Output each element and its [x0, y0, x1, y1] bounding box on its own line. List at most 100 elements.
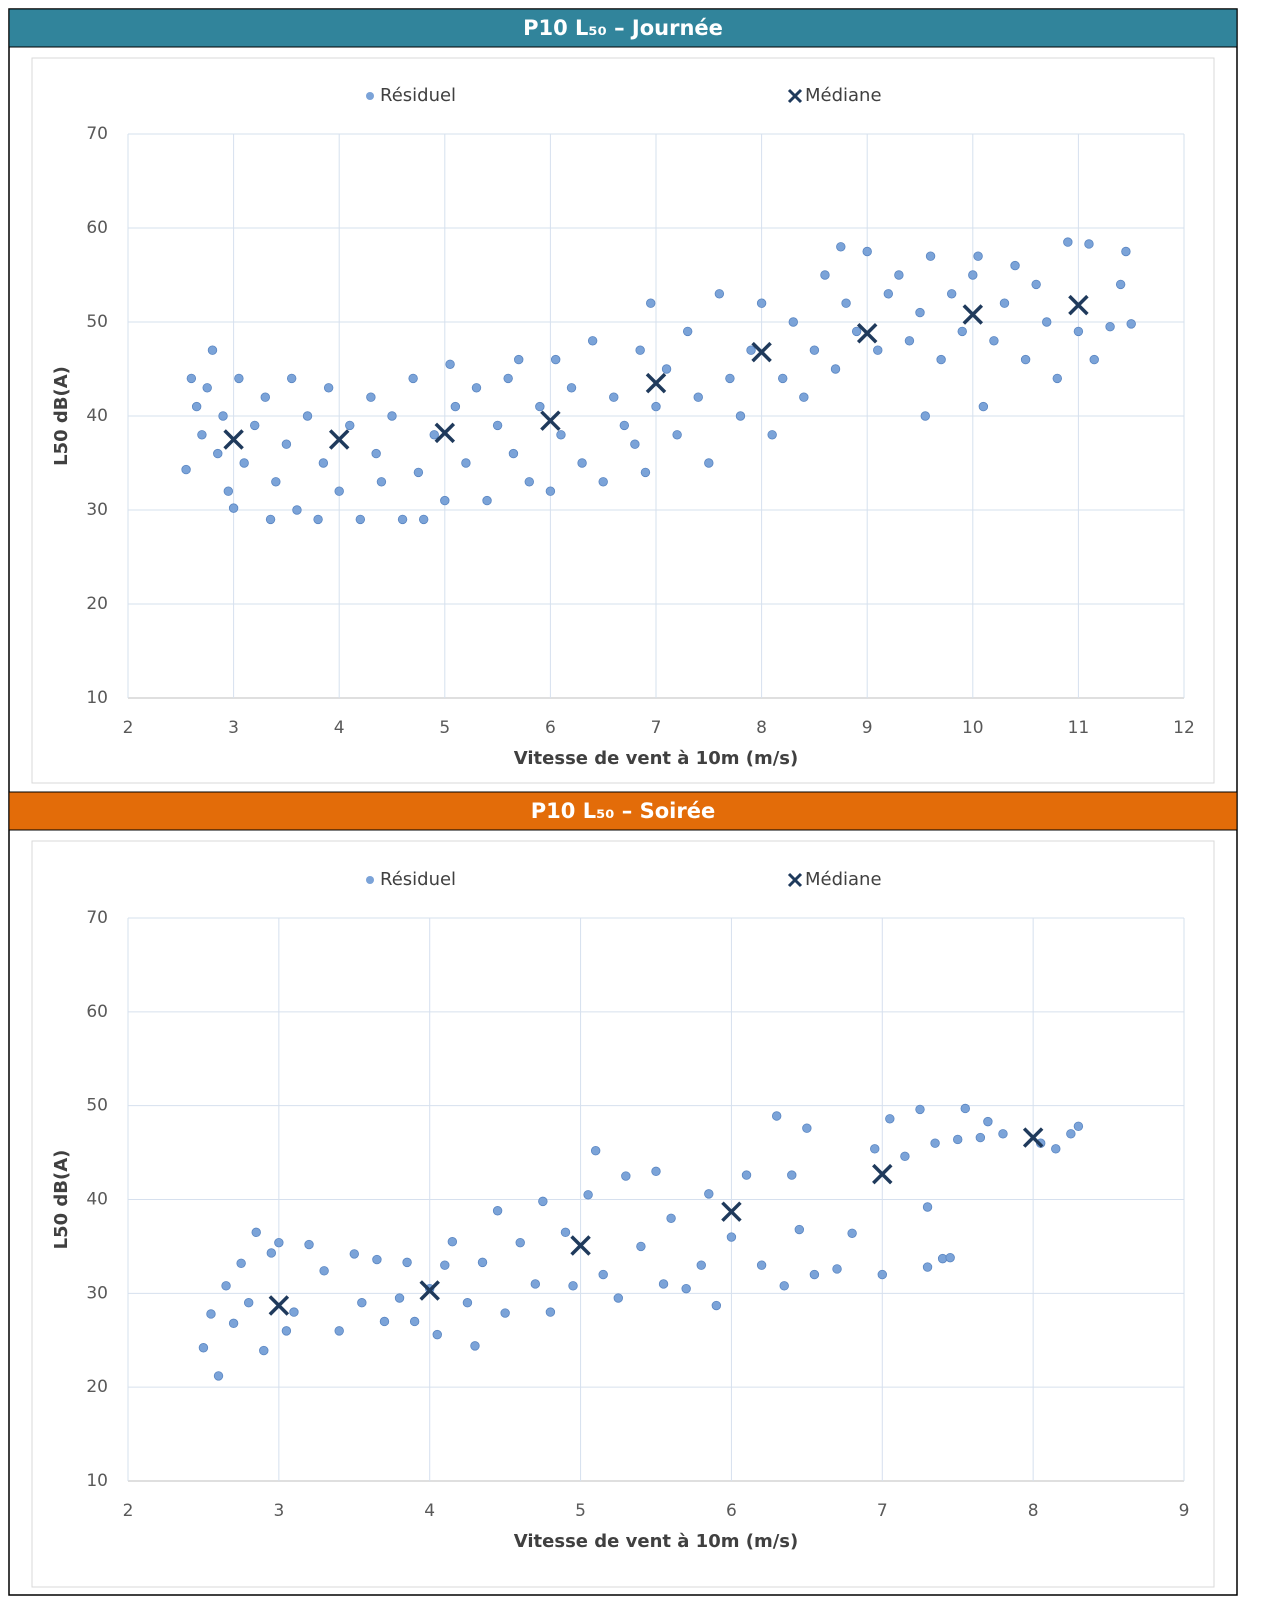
data-point — [515, 1237, 525, 1248]
data-point — [598, 477, 608, 487]
data-point — [830, 364, 841, 374]
data-point — [609, 392, 619, 402]
data-point — [379, 1316, 390, 1327]
data-point — [440, 1260, 450, 1270]
data-point — [915, 307, 925, 318]
data-point — [945, 1252, 955, 1263]
x-axis-label: Vitesse de vent à 10m (m/s) — [514, 748, 798, 769]
data-point — [847, 1228, 857, 1238]
data-point — [930, 1138, 940, 1148]
data-point — [560, 1227, 571, 1238]
data-point — [794, 1224, 805, 1235]
data-point — [583, 1190, 593, 1200]
data-point — [228, 1318, 239, 1329]
y-axis-label: L50 dB(A) — [51, 366, 72, 466]
data-point — [894, 270, 904, 280]
y-tick-label: 50 — [86, 1096, 108, 1116]
data-point — [900, 1151, 910, 1162]
data-point — [836, 242, 846, 252]
data-point — [357, 1298, 367, 1308]
data-point — [999, 298, 1010, 308]
data-point — [259, 1345, 269, 1356]
data-point — [640, 467, 651, 478]
data-point — [590, 1146, 601, 1156]
data-point — [922, 1262, 933, 1272]
data-point — [820, 270, 830, 280]
data-point — [1051, 1144, 1061, 1154]
data-point — [503, 373, 513, 384]
data-point — [198, 1343, 209, 1353]
data-point — [1073, 326, 1084, 337]
data-point — [445, 359, 455, 370]
data-point — [318, 458, 329, 468]
data-point — [535, 401, 545, 412]
data-point — [651, 401, 661, 412]
data-point — [1115, 279, 1126, 290]
data-point — [236, 1258, 246, 1269]
data-point — [885, 1114, 895, 1124]
plot-panel — [31, 57, 1215, 784]
data-point — [1010, 260, 1020, 271]
legend-marker — [787, 88, 803, 104]
median-marker — [540, 410, 561, 431]
x-tick-label: 5 — [439, 718, 450, 738]
data-point — [682, 326, 693, 337]
x-tick-label: 6 — [545, 718, 556, 738]
data-point — [281, 1326, 292, 1336]
x-tick-label: 6 — [726, 1501, 737, 1521]
median-marker — [1068, 294, 1089, 316]
data-point — [413, 467, 424, 478]
legend-marker — [366, 92, 374, 100]
data-point — [725, 373, 735, 384]
data-point — [228, 503, 239, 513]
data-point — [376, 477, 387, 487]
median-marker — [751, 341, 772, 363]
data-point — [1066, 1129, 1076, 1139]
data-point — [366, 392, 376, 402]
x-tick-label: 3 — [273, 1501, 284, 1521]
x-tick-label: 3 — [228, 718, 239, 738]
data-point — [957, 326, 967, 337]
data-point — [213, 1371, 224, 1381]
median-marker — [268, 1295, 290, 1316]
data-point — [440, 495, 450, 506]
data-point — [371, 448, 381, 459]
data-point — [1031, 279, 1041, 290]
data-point — [304, 1239, 314, 1250]
y-tick-label: 60 — [86, 1002, 108, 1022]
median-marker — [721, 1201, 742, 1222]
data-point — [197, 430, 207, 440]
data-point — [651, 1166, 661, 1177]
data-point — [186, 373, 197, 384]
data-point — [802, 1123, 812, 1133]
data-point — [250, 420, 260, 431]
data-point — [873, 345, 883, 355]
data-point — [904, 336, 915, 346]
data-point — [799, 392, 809, 402]
y-tick-label: 20 — [86, 594, 108, 614]
data-point — [500, 1308, 510, 1318]
y-tick-label: 10 — [86, 1471, 108, 1491]
data-point — [756, 1260, 767, 1270]
data-point — [550, 354, 561, 365]
data-point — [477, 1257, 488, 1268]
median-marker — [856, 323, 878, 344]
data-point — [292, 505, 302, 515]
x-tick-label: 8 — [1028, 1501, 1039, 1521]
data-point — [989, 336, 999, 346]
data-point — [621, 1171, 631, 1181]
data-point — [767, 430, 777, 440]
x-tick-label: 11 — [1068, 718, 1090, 738]
data-point — [877, 1269, 887, 1280]
data-point — [883, 289, 894, 299]
chart-title: P10 L₅₀ – Journée — [523, 16, 723, 40]
data-point — [202, 383, 212, 393]
data-point — [556, 430, 566, 440]
data-point — [635, 345, 645, 355]
data-point — [530, 1279, 541, 1289]
data-point — [429, 430, 439, 440]
y-tick-label: 70 — [86, 908, 108, 928]
data-point — [432, 1329, 442, 1340]
x-tick-label: 9 — [1179, 1501, 1190, 1521]
data-point — [666, 1213, 676, 1223]
